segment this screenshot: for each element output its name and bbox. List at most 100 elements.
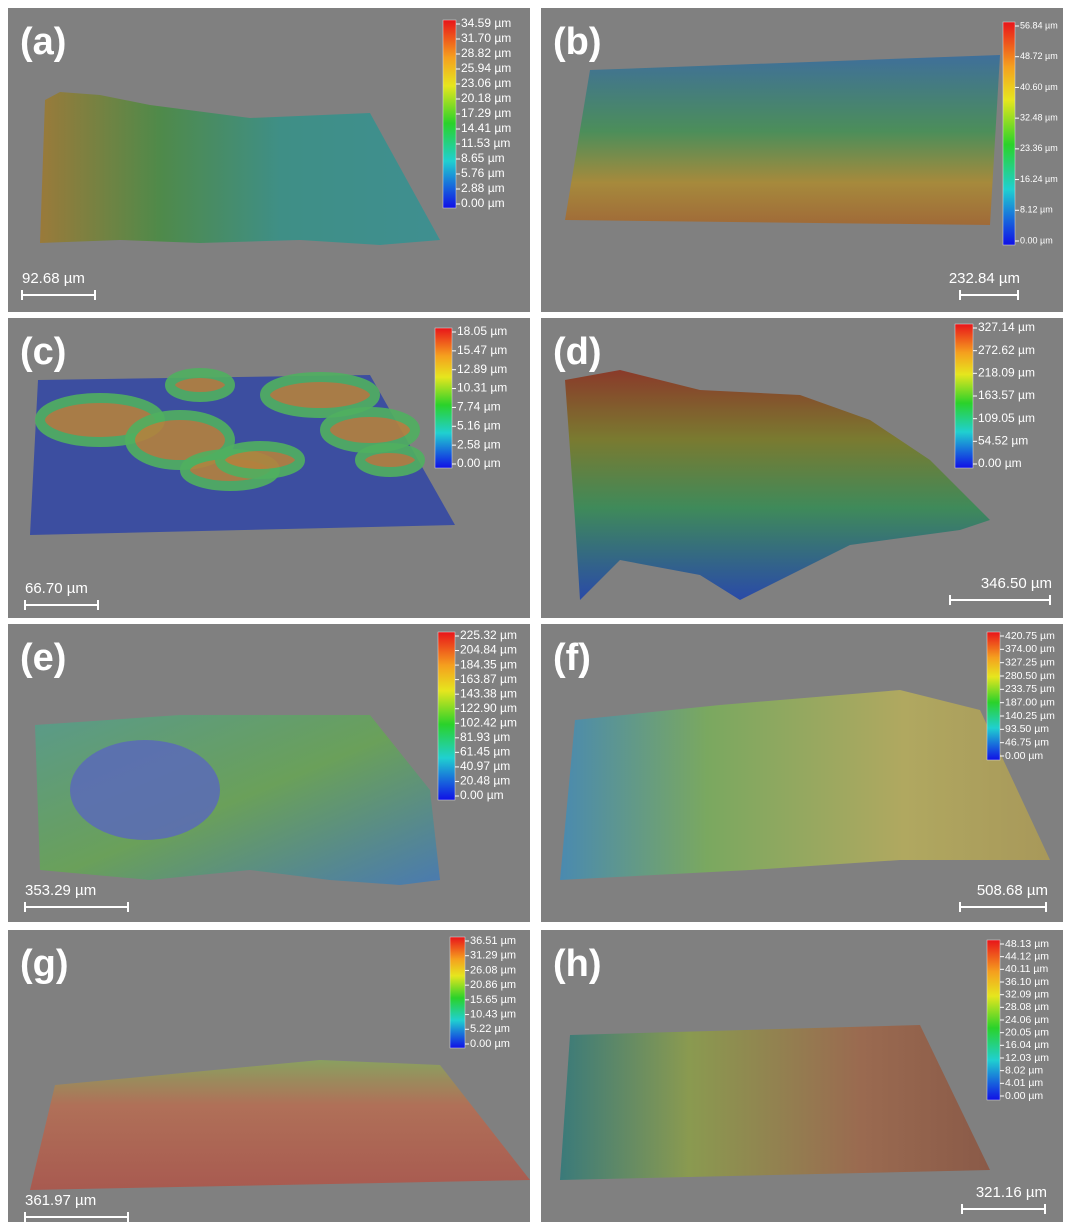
scale-bar-label: 346.50 µm [981,575,1052,592]
surface-peak [325,412,415,448]
colorbar-label: 0.00 µm [457,456,501,470]
surface-peak [170,373,230,397]
colorbar-label: 102.42 µm [460,715,517,729]
colorbar-label: 18.05 µm [457,324,507,338]
colorbar-label: 143.38 µm [460,686,517,700]
colorbar-label: 48.72 µm [1020,51,1058,61]
panel: (d)327.14 µm272.62 µm218.09 µm163.57 µm1… [541,318,1063,618]
colorbar-label: 0.00 µm [1020,235,1053,245]
colorbar-label: 204.84 µm [460,643,517,657]
colorbar-label: 26.08 µm [470,964,516,976]
surface-crater [70,740,220,840]
colorbar-label: 28.82 µm [461,46,511,60]
colorbar-label: 163.87 µm [460,672,517,686]
colorbar-label: 374.00 µm [1005,643,1055,655]
colorbar-label: 31.70 µm [461,31,511,45]
colorbar-label: 0.00 µm [470,1038,510,1050]
colorbar-label: 0.00 µm [1005,750,1043,762]
colorbar-label: 16.04 µm [1005,1039,1049,1051]
panel-label: (e) [20,637,66,679]
colorbar-label: 420.75 µm [1005,630,1055,642]
panel: (f)420.75 µm374.00 µm327.25 µm280.50 µm2… [541,624,1063,922]
colorbar-label: 24.06 µm [1005,1014,1049,1026]
colorbar-label: 0.00 µm [461,196,505,210]
colorbar-label: 5.22 µm [470,1023,510,1035]
panel-label: (a) [20,21,66,63]
colorbar-label: 8.02 µm [1005,1064,1043,1076]
colorbar-label: 20.18 µm [461,91,511,105]
colorbar [438,632,455,800]
colorbar-label: 5.76 µm [461,166,505,180]
colorbar-label: 0.00 µm [460,788,504,802]
colorbar-label: 44.12 µm [1005,950,1049,962]
colorbar-label: 36.10 µm [1005,976,1049,988]
figure: (a)34.59 µm31.70 µm28.82 µm25.94 µm23.06… [0,0,1065,1222]
colorbar-label: 40.60 µm [1020,82,1058,92]
colorbar [443,20,456,208]
colorbar-label: 40.11 µm [1005,963,1048,975]
colorbar-label: 20.48 µm [460,774,510,788]
colorbar-label: 32.48 µm [1020,113,1058,123]
colorbar-label: 34.59 µm [461,16,511,30]
colorbar-label: 16.24 µm [1020,174,1058,184]
surface-peak [220,446,300,474]
colorbar-label: 8.12 µm [1020,205,1053,215]
colorbar-label: 272.62 µm [978,343,1035,357]
panel-label: (b) [553,21,602,63]
colorbar-label: 327.14 µm [978,320,1035,334]
colorbar-label: 32.09 µm [1005,988,1049,1000]
surface-peak [360,448,420,472]
colorbar-label: 20.05 µm [1005,1026,1049,1038]
colorbar-label: 163.57 µm [978,388,1035,402]
colorbar-label: 15.65 µm [470,994,516,1006]
scale-bar-label: 66.70 µm [25,580,88,597]
colorbar-label: 280.50 µm [1005,670,1055,682]
colorbar-label: 2.88 µm [461,181,505,195]
colorbar-label: 2.58 µm [457,437,501,451]
panel-label: (f) [553,637,591,679]
colorbar-label: 81.93 µm [460,730,510,744]
surface [560,1025,990,1180]
colorbar-label: 140.25 µm [1005,710,1055,722]
scale-bar-label: 321.16 µm [976,1184,1047,1201]
surface [560,690,1050,880]
colorbar-label: 10.43 µm [470,1008,516,1020]
colorbar-label: 56.84 µm [1020,20,1058,30]
colorbar-label: 4.01 µm [1005,1077,1043,1089]
colorbar-label: 0.00 µm [978,456,1022,470]
colorbar-label: 5.16 µm [457,418,501,432]
colorbar-label: 233.75 µm [1005,683,1055,695]
scale-bar-label: 508.68 µm [977,882,1048,899]
colorbar-label: 28.08 µm [1005,1001,1049,1013]
colorbar-label: 54.52 µm [978,434,1028,448]
panel-label: (h) [553,943,602,985]
colorbar [1003,22,1015,245]
colorbar-label: 0.00 µm [1005,1090,1043,1102]
colorbar-label: 17.29 µm [461,106,511,120]
colorbar-label: 109.05 µm [978,411,1035,425]
scale-bar-label: 232.84 µm [949,270,1020,287]
colorbar-label: 15.47 µm [457,343,507,357]
colorbar-label: 61.45 µm [460,745,510,759]
panel: (g)36.51 µm31.29 µm26.08 µm20.86 µm15.65… [8,930,530,1222]
colorbar [450,937,465,1048]
panel: (b) 56.84 µm 48.72 µm 40.60 µm 32.48 µm 23.36… [541,8,1063,312]
panel-label: (g) [20,943,69,985]
colorbar-label: 11.53 µm [461,136,510,150]
colorbar-label: 48.13 µm [1005,938,1049,950]
panel-label: (d) [553,331,602,373]
colorbar-label: 122.90 µm [460,701,517,715]
colorbar-label: 225.32 µm [460,628,517,642]
colorbar-label: 23.36 µm [1020,143,1058,153]
colorbar-label: 31.29 µm [470,950,516,962]
panel-label: (c) [20,331,66,373]
colorbar-label: 187.00 µm [1005,696,1055,708]
colorbar-label: 8.65 µm [461,151,505,165]
scale-bar-label: 92.68 µm [22,270,85,287]
colorbar-label: 46.75 µm [1005,736,1049,748]
colorbar [987,940,1000,1100]
colorbar-label: 12.89 µm [457,362,507,376]
